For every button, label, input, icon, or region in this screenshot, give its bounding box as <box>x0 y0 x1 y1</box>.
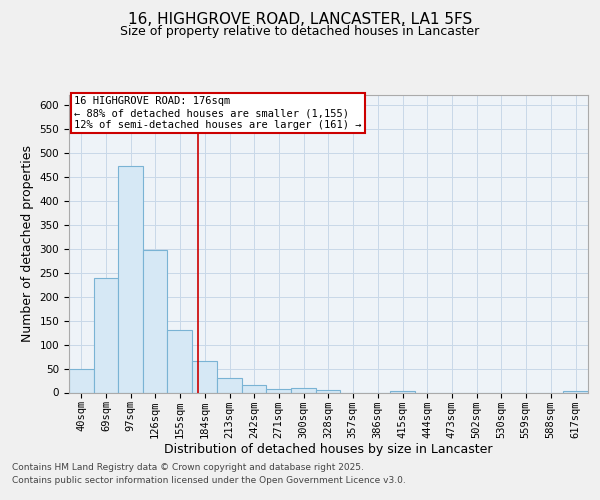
Text: 16 HIGHGROVE ROAD: 176sqm
← 88% of detached houses are smaller (1,155)
12% of se: 16 HIGHGROVE ROAD: 176sqm ← 88% of detac… <box>74 96 362 130</box>
Text: Size of property relative to detached houses in Lancaster: Size of property relative to detached ho… <box>121 25 479 38</box>
Bar <box>118 166 143 392</box>
X-axis label: Distribution of detached houses by size in Lancaster: Distribution of detached houses by size … <box>164 443 493 456</box>
Bar <box>266 388 291 392</box>
Bar <box>316 390 340 392</box>
Bar <box>242 386 266 392</box>
Bar <box>291 388 316 392</box>
Bar <box>143 250 167 392</box>
Bar <box>94 278 118 392</box>
Bar <box>167 330 192 392</box>
Text: Contains public sector information licensed under the Open Government Licence v3: Contains public sector information licen… <box>12 476 406 485</box>
Text: 16, HIGHGROVE ROAD, LANCASTER, LA1 5FS: 16, HIGHGROVE ROAD, LANCASTER, LA1 5FS <box>128 12 472 28</box>
Bar <box>390 390 415 392</box>
Bar <box>192 362 217 392</box>
Bar <box>563 390 588 392</box>
Bar <box>69 370 94 392</box>
Y-axis label: Number of detached properties: Number of detached properties <box>21 145 34 342</box>
Text: Contains HM Land Registry data © Crown copyright and database right 2025.: Contains HM Land Registry data © Crown c… <box>12 462 364 471</box>
Bar <box>217 378 242 392</box>
